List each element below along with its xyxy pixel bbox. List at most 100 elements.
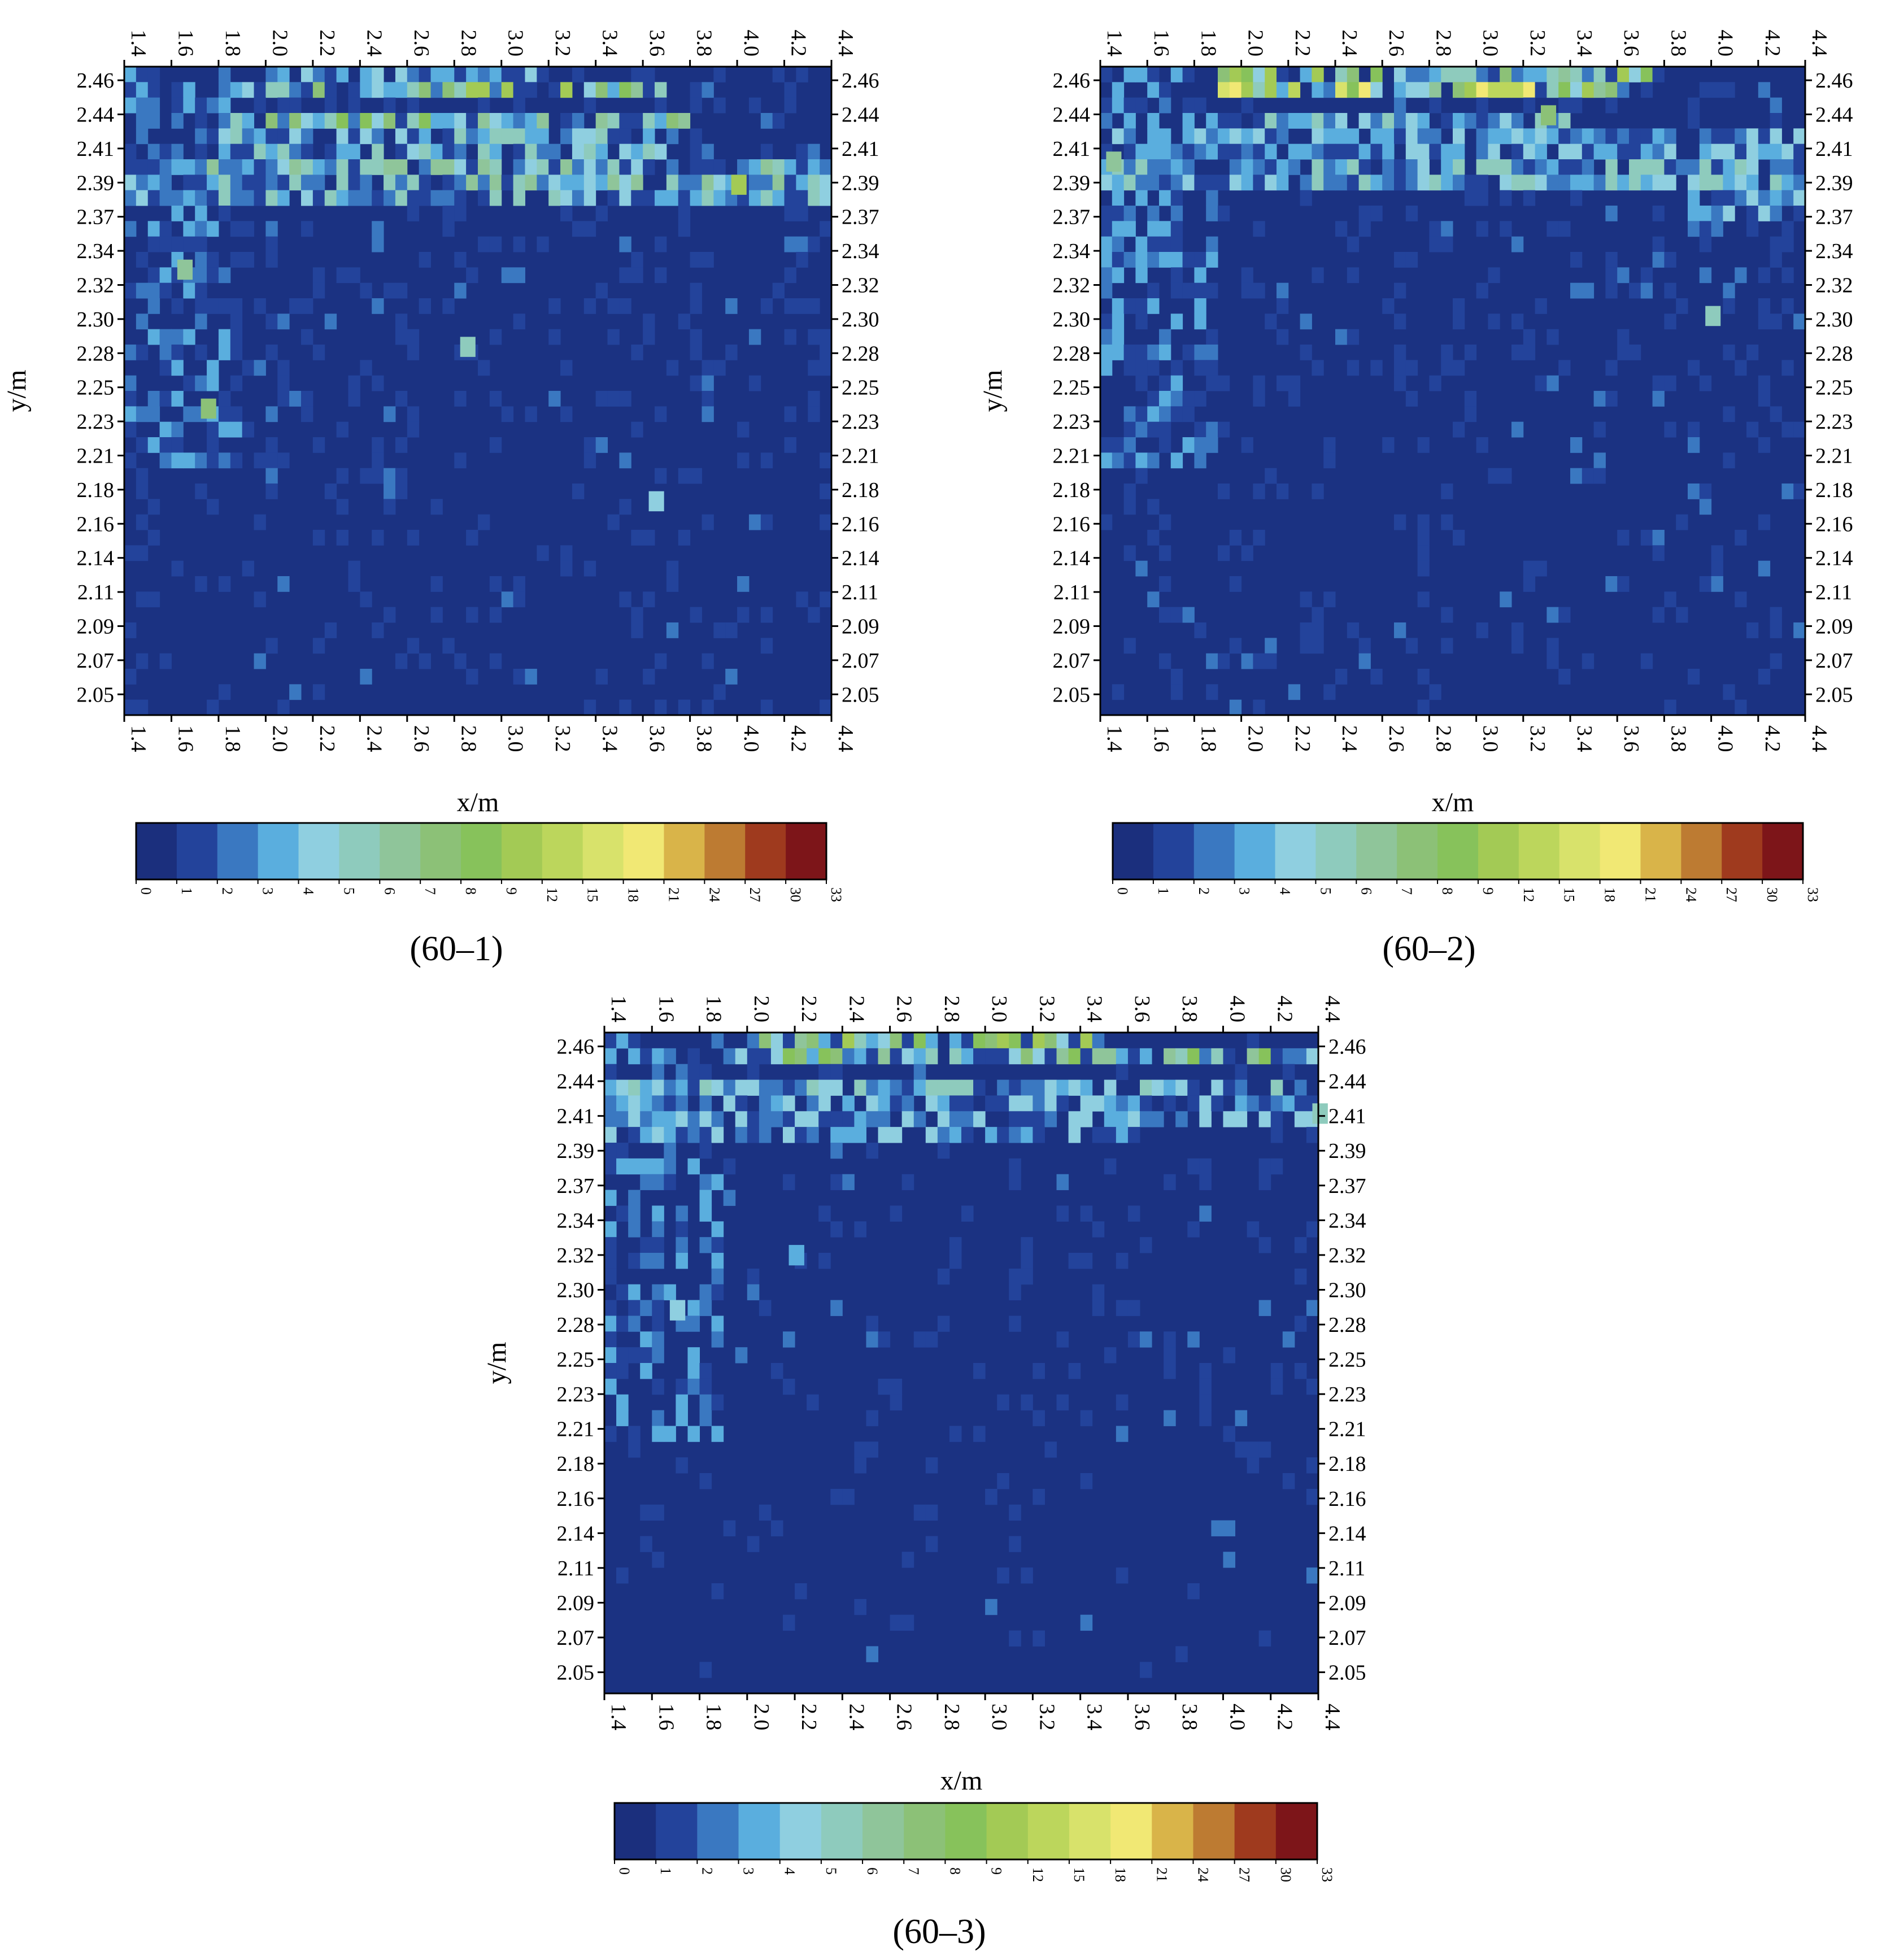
x-tick-label-bottom: 4.0	[1714, 725, 1737, 752]
heatmap-cell	[159, 190, 172, 206]
heatmap-cell	[699, 1095, 712, 1112]
heatmap-cell	[124, 391, 137, 407]
heatmap-cell	[925, 1095, 938, 1112]
heatmap-cell	[1312, 1103, 1328, 1124]
heatmap-cell	[1229, 699, 1242, 716]
heatmap-cell	[699, 1662, 712, 1678]
heatmap-cell	[348, 391, 360, 407]
heatmap-cell	[360, 282, 372, 299]
heatmap-cell	[230, 452, 243, 469]
heatmap-cell	[1723, 684, 1735, 700]
heatmap-cell	[265, 638, 278, 654]
heatmap-cell	[301, 82, 313, 98]
heatmap-cell	[242, 360, 255, 376]
heatmap-cell	[1241, 67, 1253, 82]
heatmap-cell	[136, 484, 149, 499]
heatmap-cell	[1241, 653, 1253, 669]
heatmap-cell	[1746, 128, 1759, 145]
heatmap-cell	[699, 1394, 712, 1411]
heatmap-cell	[207, 221, 219, 237]
heatmap-cell	[913, 1111, 926, 1127]
heatmap-cell	[1335, 669, 1348, 685]
colorbar-swatch	[1559, 823, 1601, 879]
heatmap-cell	[1147, 159, 1160, 175]
x-tick-label-top: 3.2	[551, 30, 574, 57]
heatmap-cell	[1199, 1394, 1212, 1411]
heatmap-cell	[711, 1174, 724, 1191]
heatmap-cell	[1135, 560, 1148, 577]
heatmap-cell	[690, 468, 702, 484]
colorbar-label: 2	[219, 887, 236, 895]
heatmap-cell	[312, 345, 325, 360]
heatmap-cell	[616, 1567, 629, 1584]
heatmap-cell	[230, 375, 243, 391]
y-tick-label-left: 2.46	[77, 69, 115, 93]
heatmap-cell	[595, 437, 608, 453]
heatmap-cell	[1547, 375, 1559, 391]
heatmap-cell	[1605, 267, 1618, 284]
heatmap-cell	[1358, 113, 1371, 129]
heatmap-cell	[1135, 190, 1148, 206]
x-tick-label-top: 4.4	[834, 30, 857, 57]
y-tick-label-right: 2.30	[1328, 1278, 1366, 1302]
heatmap-cell	[1300, 175, 1312, 191]
heatmap-cell	[1182, 406, 1195, 423]
heatmap-cell	[949, 1253, 962, 1269]
heatmap-cell	[1793, 190, 1806, 206]
heatmap-cell	[1570, 128, 1583, 145]
heatmap-cell	[1206, 252, 1218, 268]
heatmap-cell	[1135, 159, 1148, 175]
heatmap-cell	[628, 1253, 641, 1269]
heatmap-cell	[1009, 1504, 1021, 1521]
x-tick-label-bottom: 2.6	[410, 725, 433, 752]
y-tick-label-right: 2.09	[842, 615, 879, 638]
heatmap-cell	[1135, 67, 1148, 82]
heatmap-cell	[1664, 128, 1676, 145]
heatmap-cell	[640, 1504, 652, 1521]
heatmap-cell	[407, 175, 420, 191]
heatmap-cell	[430, 607, 443, 623]
heatmap-cell	[678, 313, 691, 330]
heatmap-cell	[796, 175, 808, 191]
heatmap-cell	[1288, 82, 1301, 98]
heatmap-cell	[1335, 113, 1348, 129]
heatmap-cell	[878, 1331, 891, 1348]
heatmap-cell	[395, 159, 408, 175]
colorbar-label: 6	[381, 887, 398, 895]
heatmap-cell	[628, 1190, 641, 1206]
heatmap-cell	[820, 360, 832, 376]
colorbar-label: 3	[740, 1867, 757, 1875]
heatmap-cell	[265, 143, 278, 160]
heatmap-cell	[1464, 113, 1477, 129]
heatmap-cell	[713, 97, 726, 114]
x-tick-label-bottom: 3.6	[645, 725, 669, 752]
heatmap-cell	[664, 1426, 676, 1442]
x-tick-label-top: 2.4	[844, 996, 868, 1023]
heatmap-cell	[643, 143, 655, 160]
heatmap-cell	[124, 143, 137, 160]
heatmap-cell	[1253, 159, 1265, 175]
heatmap-cell	[159, 421, 172, 438]
colorbar-label: 4	[1277, 887, 1293, 895]
heatmap-cell	[747, 1268, 760, 1285]
heatmap-cell	[1394, 375, 1406, 391]
heatmap-cell	[1335, 143, 1348, 160]
heatmap-cell	[1241, 97, 1253, 114]
heatmap-cell	[195, 345, 207, 360]
heatmap-cell	[395, 113, 408, 129]
heatmap-cell	[171, 113, 184, 129]
heatmap-cell	[1394, 514, 1406, 530]
heatmap-cell	[254, 175, 266, 191]
heatmap-cell	[1500, 128, 1512, 145]
heatmap-cell	[830, 1111, 843, 1127]
heatmap-cell	[1640, 67, 1653, 82]
heatmap-cell	[678, 699, 691, 716]
heatmap-cell	[655, 699, 667, 716]
heatmap-cell	[195, 128, 207, 145]
heatmap-cell	[442, 128, 455, 145]
colorbar-swatch	[1069, 1803, 1111, 1859]
colorbar-label: 5	[341, 887, 357, 895]
heatmap-cell	[407, 406, 420, 423]
heatmap-cell	[312, 267, 325, 284]
colorbar-label: 12	[1521, 887, 1537, 902]
